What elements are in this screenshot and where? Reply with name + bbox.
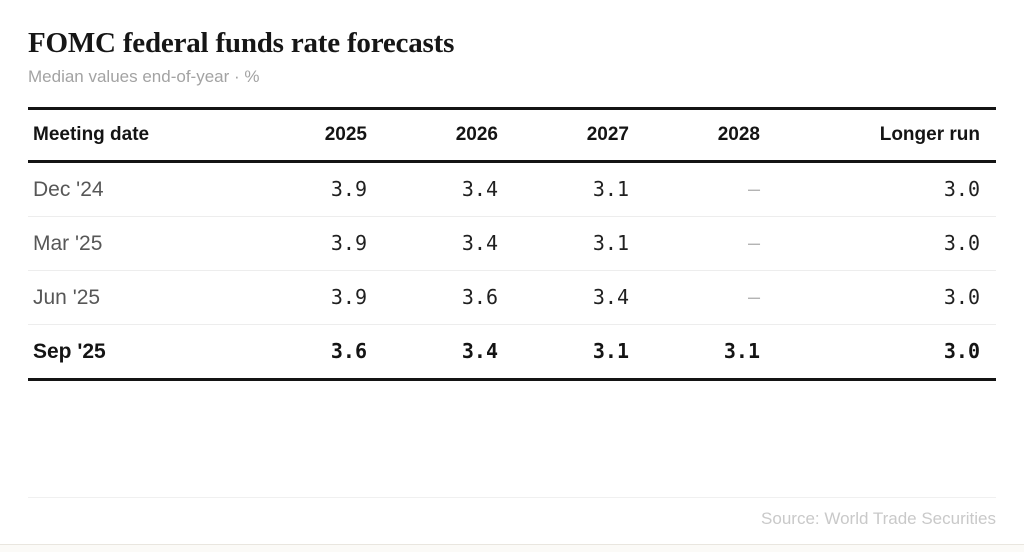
cell-value: 3.0 [760, 324, 996, 381]
column-header-2026: 2026 [367, 107, 498, 163]
column-header-2028: 2028 [629, 107, 760, 163]
card-content: FOMC federal funds rate forecasts Median… [28, 27, 996, 381]
cell-value: 3.9 [236, 216, 367, 271]
card-footer: Source: World Trade Securities [28, 497, 996, 529]
table-row: Mar '25 3.9 3.4 3.1 — 3.0 [28, 216, 996, 271]
cell-value: 3.4 [367, 216, 498, 271]
cell-value: — [629, 270, 760, 325]
cell-value: 3.6 [367, 270, 498, 325]
meeting-date-label: Sep '25 [28, 324, 236, 381]
column-header-meeting-date: Meeting date [28, 107, 236, 163]
meeting-date-label: Mar '25 [28, 216, 236, 271]
cell-value: 3.4 [367, 324, 498, 381]
column-header-longer-run: Longer run [760, 107, 996, 163]
cell-value: 3.1 [629, 324, 760, 381]
cell-value: — [629, 161, 760, 217]
cell-value: 3.9 [236, 161, 367, 217]
page-subtitle: Median values end-of-year · % [28, 67, 260, 86]
forecast-table: Meeting date 2025 2026 2027 2028 Longer … [28, 107, 996, 381]
meeting-date-label: Dec '24 [28, 161, 236, 217]
cell-value: 3.6 [236, 324, 367, 381]
cell-value: 3.4 [367, 161, 498, 217]
cell-value: 3.1 [498, 216, 629, 271]
table-row: Jun '25 3.9 3.6 3.4 — 3.0 [28, 270, 996, 325]
table-header: Meeting date 2025 2026 2027 2028 Longer … [28, 107, 996, 163]
cell-value: 3.0 [760, 161, 996, 217]
cell-value: 3.0 [760, 216, 996, 271]
cell-value: 3.4 [498, 270, 629, 325]
cell-value: 3.9 [236, 270, 367, 325]
cell-value: 3.0 [760, 270, 996, 325]
column-header-2027: 2027 [498, 107, 629, 163]
source-attribution: Source: World Trade Securities [761, 509, 996, 528]
cell-value: — [629, 216, 760, 271]
meeting-date-label: Jun '25 [28, 270, 236, 325]
cell-value: 3.1 [498, 324, 629, 381]
table-row: Dec '24 3.9 3.4 3.1 — 3.0 [28, 161, 996, 217]
table-row-highlighted: Sep '25 3.6 3.4 3.1 3.1 3.0 [28, 324, 996, 381]
page-title: FOMC federal funds rate forecasts [28, 27, 455, 59]
column-header-2025: 2025 [236, 107, 367, 163]
cell-value: 3.1 [498, 161, 629, 217]
header-row: Meeting date 2025 2026 2027 2028 Longer … [28, 107, 996, 163]
